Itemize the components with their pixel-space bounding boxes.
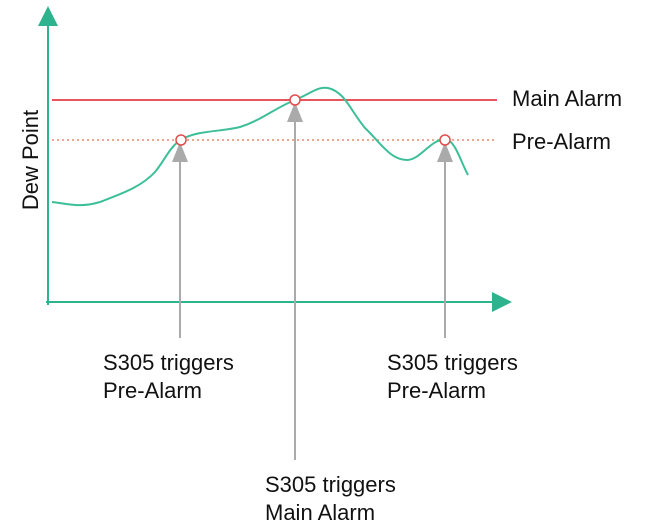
trigger-point <box>175 134 187 146</box>
annotation-line: S305 triggers <box>387 350 518 375</box>
trigger-point <box>439 134 451 146</box>
threshold-label: Pre-Alarm <box>512 129 611 154</box>
trigger-point <box>289 94 301 106</box>
threshold-label: Main Alarm <box>512 86 622 111</box>
annotation-line: S305 triggers <box>265 472 396 497</box>
annotation-line: Pre-Alarm <box>103 378 202 403</box>
annotation-line: Main Alarm <box>265 500 375 524</box>
annotation-line: Pre-Alarm <box>387 378 486 403</box>
annotation-line: S305 triggers <box>103 350 234 375</box>
dew-point-curve <box>51 86 469 207</box>
axis-label: Dew Point <box>18 110 43 210</box>
